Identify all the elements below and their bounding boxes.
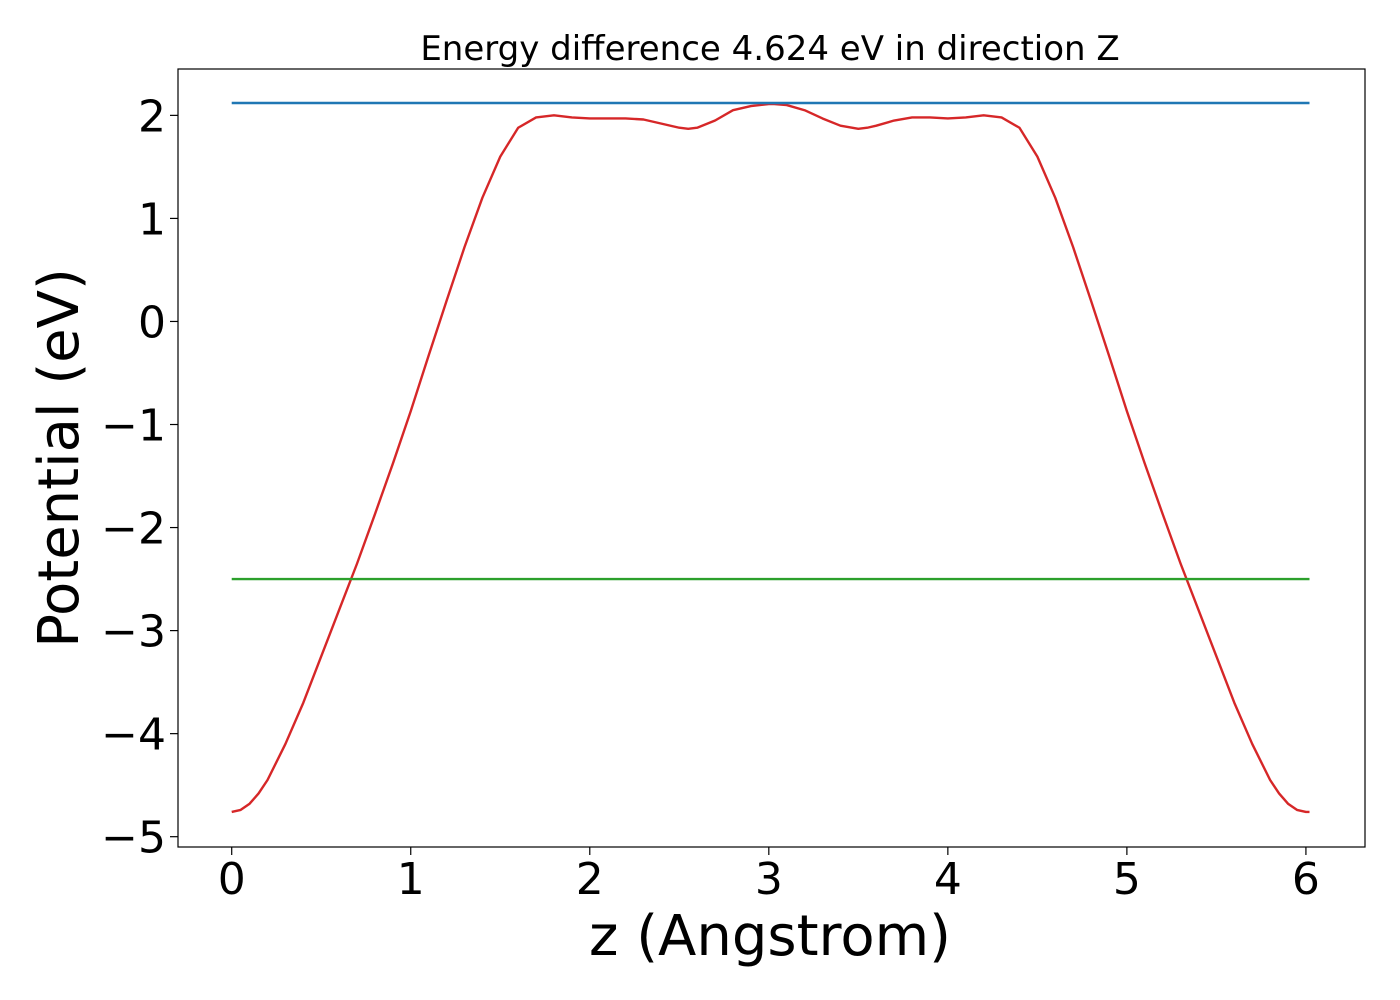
chart-title: Energy difference 4.624 eV in direction … <box>420 29 1119 69</box>
y-tick-label: −5 <box>101 813 166 864</box>
x-axis-ticks: 0 1 2 3 4 5 6 <box>218 847 1320 905</box>
x-tick-label: 1 <box>397 854 425 905</box>
y-tick-label: −3 <box>101 607 166 658</box>
x-tick-label: 0 <box>218 854 246 905</box>
series-line-0 <box>231 102 1310 814</box>
y-tick-label: −1 <box>101 401 166 452</box>
x-tick-label: 5 <box>1113 854 1141 905</box>
x-tick-label: 6 <box>1292 854 1320 905</box>
y-tick-label: −2 <box>101 504 166 555</box>
y-axis-ticks: 2 1 0 −1 −2 −3 −4 −5 <box>101 91 178 864</box>
y-tick-label: 0 <box>138 297 166 348</box>
x-tick-label: 2 <box>576 854 604 905</box>
y-axis-label: Potential (eV) <box>27 268 92 648</box>
plot-area <box>231 101 1310 814</box>
y-tick-label: 2 <box>138 91 166 142</box>
y-tick-label: −4 <box>101 710 166 761</box>
plot-frame <box>177 68 1366 848</box>
x-tick-label: 4 <box>934 854 962 905</box>
x-tick-label: 3 <box>755 854 783 905</box>
y-tick-label: 1 <box>138 194 166 245</box>
x-axis-label: z (Angstrom) <box>589 904 951 969</box>
